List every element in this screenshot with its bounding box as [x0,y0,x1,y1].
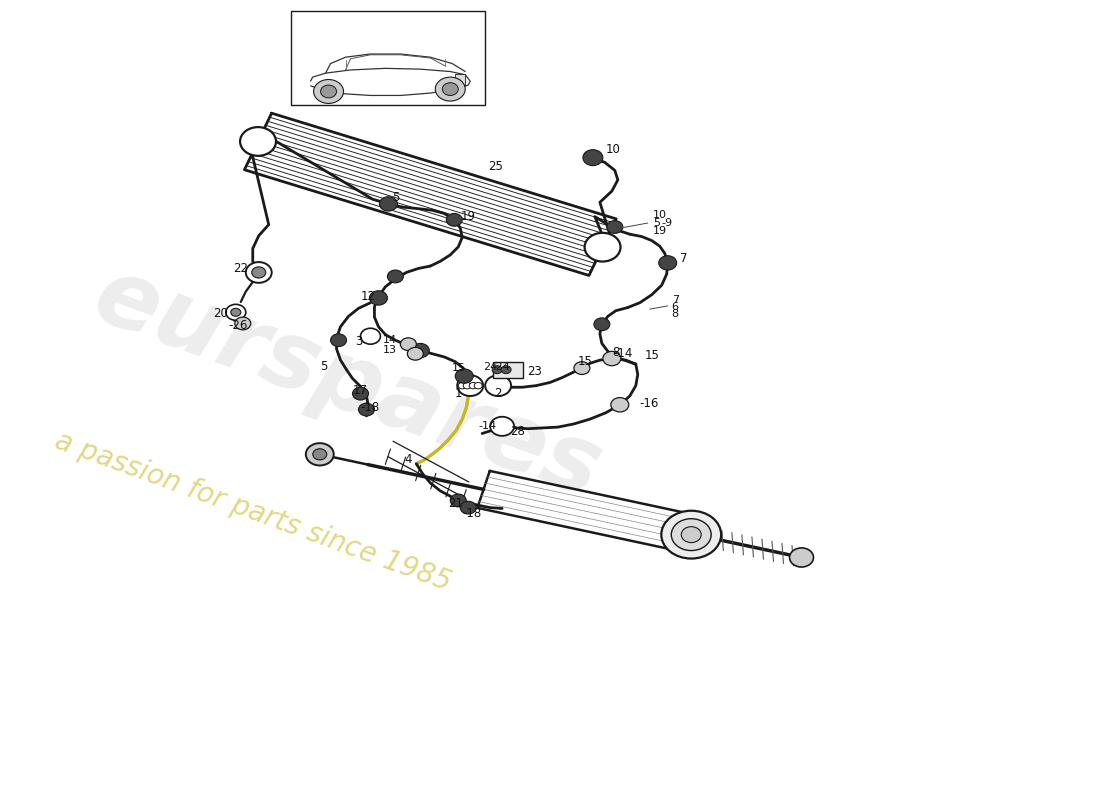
Circle shape [252,267,266,278]
Circle shape [245,262,272,283]
Circle shape [234,317,251,330]
Circle shape [379,197,397,211]
Circle shape [485,375,512,396]
Text: 7: 7 [680,252,688,266]
Circle shape [359,403,374,416]
Text: 24: 24 [492,362,510,371]
Circle shape [387,270,404,283]
Circle shape [607,221,623,234]
Circle shape [491,417,514,436]
Text: 5: 5 [393,191,399,204]
Text: 24: 24 [483,362,497,371]
Text: 15: 15 [452,363,466,373]
Text: -26: -26 [229,318,249,331]
Circle shape [610,398,629,412]
Text: 5: 5 [320,360,328,373]
Text: 4: 4 [405,454,411,466]
Text: -18: -18 [361,402,379,414]
Text: 17: 17 [352,384,367,397]
Circle shape [331,334,346,346]
Text: 3: 3 [355,334,363,347]
Circle shape [447,214,462,226]
Circle shape [470,382,477,389]
Bar [493,362,524,378]
Text: -14: -14 [614,347,634,360]
Text: 8: 8 [672,309,679,319]
Text: a passion for parts since 1985: a passion for parts since 1985 [52,426,455,597]
Circle shape [492,366,502,374]
Circle shape [459,382,466,389]
Circle shape [361,328,381,344]
Circle shape [460,502,476,514]
Circle shape [314,79,343,103]
Circle shape [671,518,712,550]
Circle shape [320,85,337,98]
Circle shape [450,494,466,507]
Circle shape [502,366,512,374]
Circle shape [455,369,473,383]
Circle shape [312,449,327,460]
Circle shape [583,150,603,166]
Circle shape [240,127,276,156]
Text: 20: 20 [213,307,228,321]
Text: -16: -16 [640,398,659,410]
Circle shape [436,77,465,101]
Circle shape [231,308,241,316]
Text: 28: 28 [510,426,525,438]
Circle shape [226,304,245,320]
Text: 8: 8 [612,346,619,358]
Circle shape [411,343,429,358]
Circle shape [352,387,368,400]
Text: 7: 7 [672,294,679,305]
Text: 23: 23 [527,365,542,378]
Text: 12: 12 [361,290,375,303]
Circle shape [661,510,722,558]
Circle shape [474,382,482,389]
Text: 10: 10 [652,210,667,220]
Text: 1: 1 [454,387,462,400]
Text: 25: 25 [488,160,503,173]
Circle shape [458,375,483,396]
Circle shape [603,351,620,366]
Text: 10: 10 [606,143,620,156]
Text: 5: 5 [652,218,660,228]
Bar [455,74,465,86]
Text: 21: 21 [449,497,463,510]
Text: 13: 13 [383,345,396,354]
Text: eurspares: eurspares [81,250,613,518]
Text: 6: 6 [672,302,679,312]
Circle shape [370,290,387,305]
Circle shape [659,256,676,270]
Text: 19: 19 [460,210,475,223]
Bar [290,11,485,105]
Circle shape [442,82,459,95]
Text: 2: 2 [494,387,502,400]
Circle shape [681,526,701,542]
Circle shape [463,382,471,389]
Text: -14: -14 [478,421,496,430]
Text: 15: 15 [578,355,593,368]
Text: 15: 15 [645,349,660,362]
Circle shape [574,362,590,374]
Text: 14: 14 [383,335,396,346]
Circle shape [407,347,424,360]
Text: 22: 22 [233,262,248,275]
Circle shape [400,338,416,350]
Circle shape [594,318,609,330]
Text: -18: -18 [462,506,482,520]
Circle shape [306,443,333,466]
Circle shape [790,548,814,567]
Circle shape [584,233,620,262]
Text: 19: 19 [652,226,667,236]
Text: -9: -9 [662,218,673,228]
